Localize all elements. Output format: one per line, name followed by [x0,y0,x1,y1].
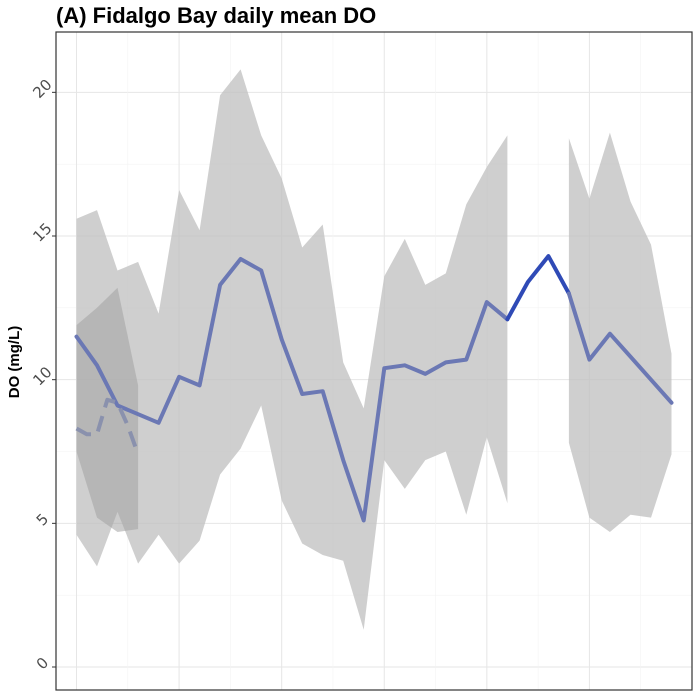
confidence-band [568,132,672,532]
confidence-ribbons [76,69,672,630]
series-line-dashed [75,397,140,456]
secondary-confidence-band [76,287,139,532]
confidence-band [76,69,487,630]
y-axis-label: DO (mg/L) [6,326,23,399]
series-line [74,257,510,523]
confidence-band [486,135,508,504]
series-lines [74,254,674,523]
chart-title: (A) Fidalgo Bay daily mean DO [56,3,376,28]
series-line-highlight [505,254,571,322]
series-line [566,291,674,405]
panel-border [55,31,693,691]
